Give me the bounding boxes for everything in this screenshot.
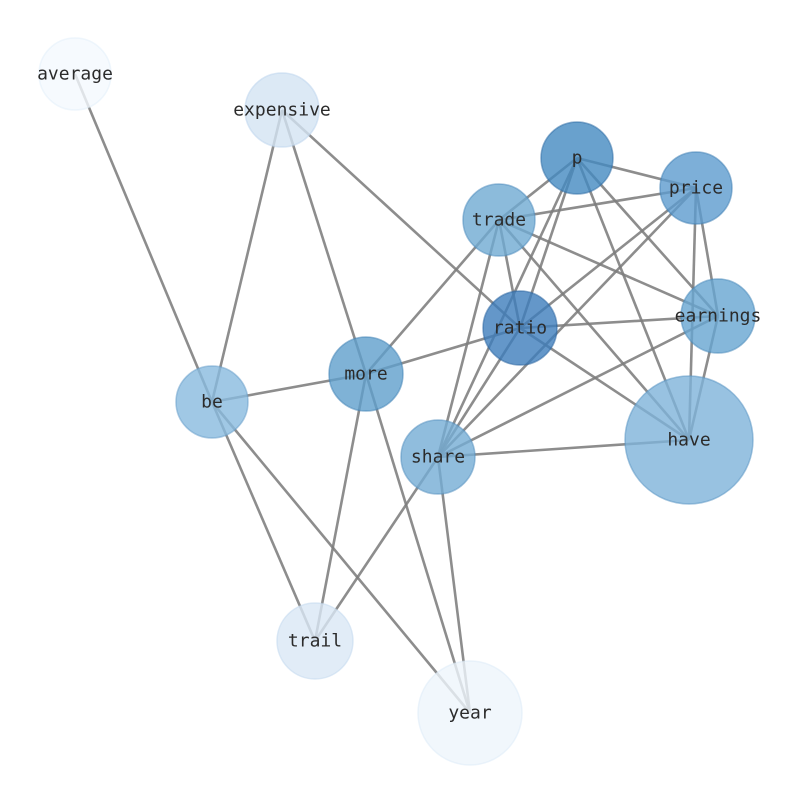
graph-edge-expensive-more bbox=[280, 109, 368, 375]
graph-node-more bbox=[328, 336, 404, 412]
graph-node-label-p: p bbox=[572, 148, 583, 169]
graph-node-label-more: more bbox=[344, 364, 387, 385]
graph-node-label-share: share bbox=[411, 447, 465, 468]
graph-node-p bbox=[540, 121, 614, 195]
graph-node-have bbox=[624, 375, 754, 505]
graph-edge-share-earnings bbox=[437, 314, 719, 459]
graph-node-trail bbox=[276, 602, 354, 680]
graph-node-label-have: have bbox=[667, 430, 710, 451]
graph-edge-average-be bbox=[73, 73, 214, 403]
graph-node-be bbox=[175, 365, 249, 439]
graph-edge-more-trail bbox=[313, 373, 368, 642]
graph-edge-more-year bbox=[364, 373, 472, 714]
graph-node-ratio bbox=[482, 290, 558, 366]
graph-node-expensive bbox=[244, 72, 320, 148]
labels-layer: average expensive p price trade ratio earnings… bbox=[37, 64, 761, 724]
graph-node-label-earnings: earnings bbox=[675, 306, 762, 327]
graph-node-label-trail: trail bbox=[288, 631, 342, 652]
graph-node-label-price: price bbox=[669, 178, 723, 199]
graph-node-price bbox=[659, 151, 733, 225]
graph-edge-trade-earnings bbox=[498, 218, 719, 318]
graph-node-trade bbox=[462, 183, 536, 257]
graph-edge-share-price bbox=[437, 187, 697, 458]
graph-node-average bbox=[38, 37, 112, 111]
graph-node-earnings bbox=[680, 278, 756, 354]
graph-edge-be-trail bbox=[210, 401, 317, 642]
graph-node-label-ratio: ratio bbox=[493, 318, 547, 339]
graph-node-label-average: average bbox=[37, 64, 113, 85]
graph-node-year bbox=[417, 660, 523, 766]
graph-node-label-year: year bbox=[448, 703, 492, 724]
graph-node-label-trade: trade bbox=[472, 210, 526, 231]
graph-edge-be-year bbox=[210, 401, 472, 714]
graph-edge-expensive-be bbox=[210, 109, 284, 403]
graph-edge-share-trade bbox=[436, 219, 501, 458]
nodes-layer bbox=[38, 37, 756, 766]
graph-node-label-expensive: expensive bbox=[233, 100, 331, 121]
graph-node-label-be: be bbox=[201, 392, 223, 413]
graph-node-share bbox=[400, 419, 476, 495]
